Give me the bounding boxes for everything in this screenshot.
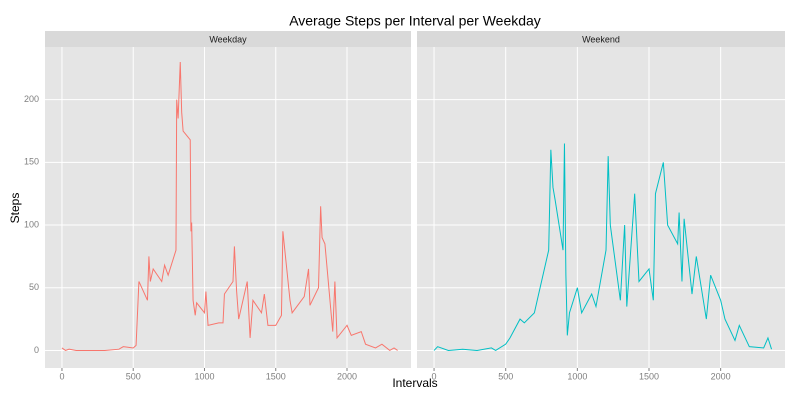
x-tick-label: 2000 <box>337 371 357 381</box>
y-tick-label: 150 <box>24 157 39 167</box>
y-tick-label: 50 <box>29 282 39 292</box>
x-tick-label: 1000 <box>194 371 214 381</box>
x-tick-label: 2000 <box>711 371 731 381</box>
x-tick-label: 500 <box>126 371 141 381</box>
y-tick-label: 200 <box>24 94 39 104</box>
x-tick-label: 0 <box>432 371 437 381</box>
chart-title: Average Steps per Interval per Weekday <box>289 13 541 29</box>
x-tick-label: 500 <box>498 371 513 381</box>
strip <box>45 31 411 47</box>
line <box>61 62 398 352</box>
x-tick-label: 1000 <box>567 371 587 381</box>
y-tick-label: 0 <box>34 345 39 355</box>
x-tick-label: 1500 <box>266 371 286 381</box>
y-axis-title: Steps <box>8 193 22 224</box>
strip <box>417 31 785 47</box>
line <box>433 143 773 352</box>
panel <box>45 47 411 368</box>
panel <box>417 47 785 368</box>
y-tick-label: 100 <box>24 219 39 229</box>
strip-text: Weekday <box>209 34 247 44</box>
x-axis-title: Intervals <box>392 376 437 390</box>
x-tick-label: 1500 <box>639 371 659 381</box>
x-tick-label: 0 <box>59 371 64 381</box>
strip-text: Weekend <box>582 34 620 44</box>
